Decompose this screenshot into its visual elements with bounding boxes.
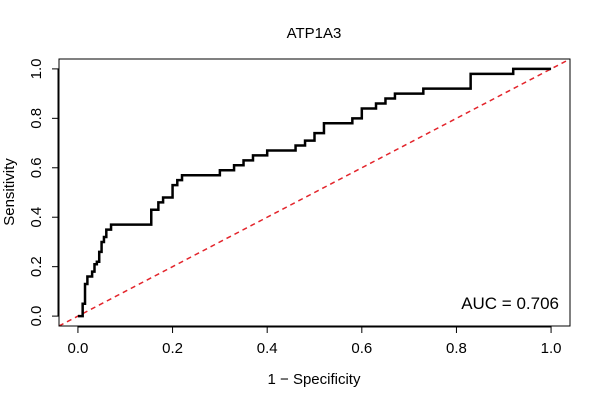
x-tick-label: 1.0 [541,340,562,357]
x-tick-label: 0.4 [257,340,278,357]
x-tick-label: 0.8 [446,340,467,357]
x-tick-label: 0.6 [351,340,372,357]
x-tick-label: 0.0 [67,340,88,357]
plot-frame [58,58,571,327]
reference-diagonal-line [59,59,570,326]
y-axis: 0.0 0.2 0.4 0.6 0.8 1.0 [28,58,59,327]
y-tick-label: 1.0 [28,58,45,79]
plot-area [59,59,570,326]
y-tick-label: 0.8 [28,108,45,129]
chart-title: ATP1A3 [287,25,342,42]
y-axis-title: Sensitivity [1,158,18,226]
auc-annotation: AUC = 0.706 [461,294,559,313]
x-axis-title: 1 − Specificity [268,371,361,388]
y-tick-label: 0.0 [28,306,45,327]
y-tick-label: 0.2 [28,256,45,277]
y-tick-label: 0.4 [28,207,45,228]
roc-curve-line [77,67,552,318]
x-axis: 0.0 0.2 0.4 0.6 0.8 1.0 [67,326,562,357]
x-tick-label: 0.2 [162,340,183,357]
y-tick-label: 0.6 [28,157,45,178]
